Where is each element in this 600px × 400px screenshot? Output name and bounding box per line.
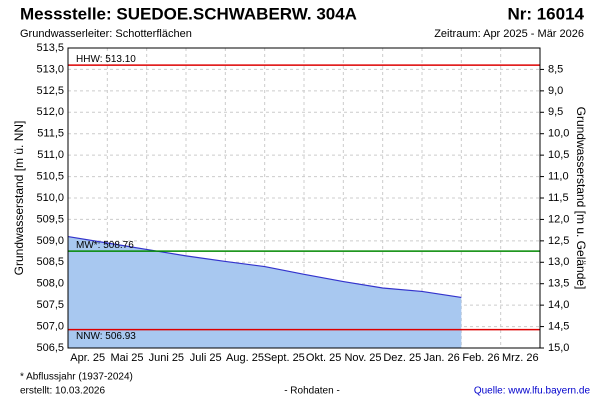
y-tick-label: 510,0 [36,192,64,204]
area [68,236,462,348]
y-tick-label: 508,0 [36,278,64,290]
x-tick-label: Aug. 25 [226,352,264,364]
line [67,235,462,299]
plot-frame [67,47,541,349]
x-tick-label: Mrz. 26 [502,352,539,364]
source[interactable]: Quelle: www.lfu.bayern.de [474,386,591,397]
y2-tick-label: 15,0 [548,342,569,354]
y2-tick-label: 10,5 [548,149,569,161]
y2-tick-label: 11,5 [548,192,569,204]
y-tick-label: 510,5 [36,170,64,182]
y2-tick-label: 9,0 [548,85,563,97]
y2-tick-label: 14,0 [548,299,569,311]
period: Zeitraum: Apr 2025 - Mär 2026 [434,28,584,40]
x-tick-label: Dez. 25 [383,352,421,364]
y2-tick-label: 9,5 [548,106,563,118]
y-tick-label: 509,5 [36,213,64,225]
status: - Rohdaten - [284,386,340,397]
y2-axis-label: Grundwasserstand [m u. Gelände] [574,107,588,290]
x-tick-label: Okt. 25 [306,352,341,364]
y2-tick-label: 14,5 [548,320,569,332]
y-tick-label: 507,5 [36,299,64,311]
y-tick-label: 507,0 [36,320,64,332]
created: erstellt: 10.03.2026 [20,386,105,397]
number: Nr: 16014 [507,4,584,23]
y2-tick-label: 8,5 [548,63,563,75]
reference-label: NNW: 506.93 [76,331,136,342]
y-axis-label: Grundwasserstand [m ü. NN] [12,121,26,276]
aquifer: Grundwasserleiter: Schotterflächen [20,28,192,40]
reference-label: MW*: 508.76 [76,240,134,251]
x-tick-label: Mai 25 [110,352,143,364]
y2-tick-label: 12,0 [548,213,569,225]
note: * Abflussjahr (1937-2024) [20,372,133,383]
y2-tick-label: 13,0 [548,256,569,268]
x-tick-label: Juni 25 [149,352,184,364]
x-tick-label: Jan. 26 [424,352,460,364]
y-tick-label: 513,5 [36,42,64,54]
y-tick-label: 508,5 [36,256,64,268]
x-tick-label: Sept. 25 [264,352,305,364]
y2-tick-label: 10,0 [548,128,569,140]
x-tick-label: Apr. 25 [70,352,105,364]
x-tick-label: Nov. 25 [344,352,381,364]
y-tick-label: 513,0 [36,63,64,75]
title: Messstelle: SUEDOE.SCHWABERW. 304A [20,4,357,23]
y-tick-label: 509,0 [36,235,64,247]
y2-tick-label: 11,0 [548,170,569,182]
y-tick-label: 512,0 [36,106,64,118]
reference-label: HHW: 513.10 [76,54,136,65]
y2-tick-label: 13,5 [548,278,569,290]
x-tick-label: Juli 25 [190,352,222,364]
y2-tick-label: 12,5 [548,235,569,247]
y-tick-label: 512,5 [36,85,64,97]
y-tick-label: 511,5 [37,128,64,140]
x-tick-label: Feb. 26 [462,352,499,364]
y-tick-label: 506,5 [36,342,64,354]
y-tick-label: 511,0 [37,149,64,161]
